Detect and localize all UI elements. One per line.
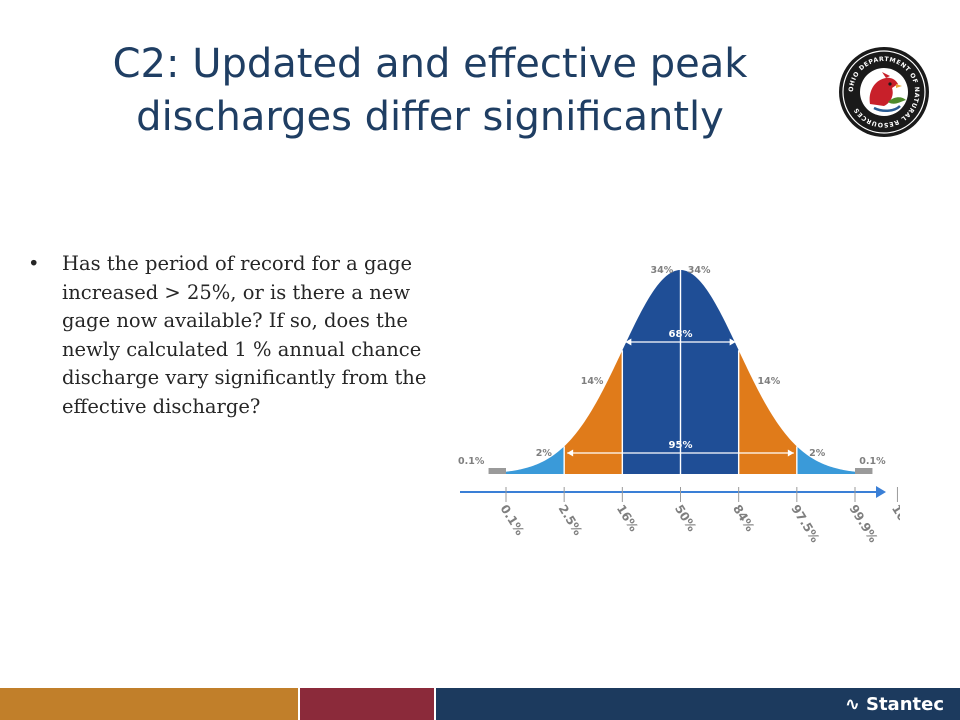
region-label-6: 2% [809, 448, 826, 459]
region-label-7: 0.1% [859, 456, 886, 467]
region-area-2 [564, 350, 623, 474]
chart-spans: 68% 95% [567, 329, 794, 457]
region-area-4 [680, 270, 739, 474]
region-label-3: 34% [651, 265, 674, 276]
span-label-0: 68% [669, 329, 693, 340]
footer-bar: ∿ Stantec [0, 688, 960, 720]
cardinal-seal-icon: OHIO DEPARTMENT OF NATURAL RESOURCES [839, 47, 929, 137]
odnr-logo: OHIO DEPARTMENT OF NATURAL RESOURCES [838, 46, 930, 138]
span-arrow-right-0 [729, 338, 736, 346]
title-line-1: C2: Updated and effective peak [112, 41, 748, 87]
footer-segment-maroon [300, 688, 434, 720]
tail-bar-0 [488, 468, 506, 474]
stantec-brand: ∿ Stantec [845, 692, 944, 716]
x-tick-label-5: 97.5% [788, 502, 822, 545]
brand-name: Stantec [865, 693, 944, 715]
span-arrow-right-1 [787, 449, 794, 457]
x-tick-label-4: 84% [730, 502, 757, 534]
chart-axis: 0.1% 2.5% 16% 50% 84% 97.5% 99.9% 100% [460, 486, 900, 545]
span-arrow-left-1 [567, 449, 574, 457]
bullet-item: Has the period of record for a gage incr… [28, 250, 448, 421]
x-tick-label-7: 100% [889, 502, 900, 541]
region-label-1: 2% [536, 448, 553, 459]
region-label-0: 0.1% [458, 456, 485, 467]
x-axis-arrow [876, 486, 886, 498]
x-tick-label-1: 2.5% [556, 502, 586, 538]
x-tick-label-6: 99.9% [846, 502, 880, 545]
tail-bar-7 [855, 468, 873, 474]
x-tick-label-2: 16% [614, 502, 641, 534]
span-label-1: 95% [669, 440, 693, 451]
footer-segment-navy [436, 688, 960, 720]
region-area-5 [738, 350, 797, 474]
region-label-2: 14% [581, 376, 604, 387]
chart-region-labels: 0.1% 2% 14% 34% 34% 14% 2% 0.1% [458, 265, 886, 467]
region-label-4: 34% [688, 265, 711, 276]
x-tick-label-3: 50% [672, 502, 699, 534]
region-area-1 [506, 446, 565, 474]
footer-segment-gold [0, 688, 298, 720]
span-arrow-left-0 [625, 338, 632, 346]
chart-regions [488, 270, 873, 474]
x-tick-label-0: 0.1% [497, 502, 527, 538]
region-area-6 [796, 446, 855, 474]
page-title: C2: Updated and effective peak discharge… [60, 38, 800, 144]
region-label-5: 14% [758, 376, 781, 387]
region-area-3 [622, 270, 681, 474]
bullet-list: Has the period of record for a gage incr… [28, 250, 448, 421]
bell-curve-chart: 68% 95% 0.1% 2% 14% 34% 34% 14% 2% 0.1% 0.1% 2.5%… [458, 265, 900, 545]
title-line-2: discharges differ significantly [136, 94, 724, 140]
stantec-logo-icon: ∿ [844, 693, 860, 715]
